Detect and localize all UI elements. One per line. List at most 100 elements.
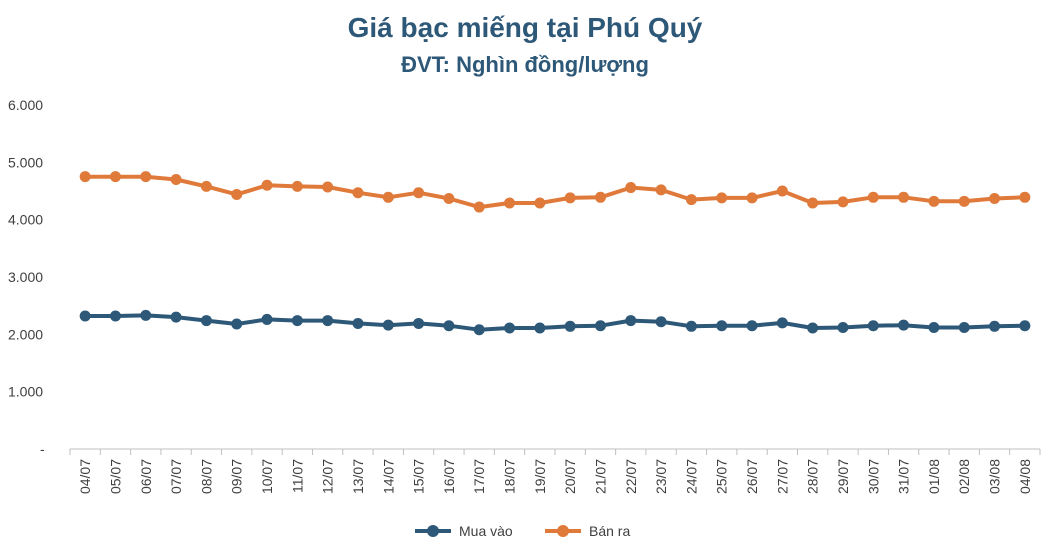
chart-title: Giá bạc miếng tại Phú Quý (347, 12, 703, 43)
data-point-series-2 (928, 195, 940, 207)
x-tick-label: 08/07 (198, 459, 214, 494)
data-point-series-2 (291, 180, 303, 192)
data-point-series-1 (867, 320, 879, 332)
x-tick-label: 23/07 (653, 459, 669, 494)
y-tick-label: - (40, 441, 45, 457)
data-point-series-2 (473, 201, 485, 213)
data-point-series-1 (746, 320, 758, 332)
data-point-series-1 (473, 324, 485, 336)
data-point-series-2 (109, 171, 121, 183)
x-tick-label: 16/07 (441, 459, 457, 494)
data-point-series-1 (989, 320, 1001, 332)
data-point-series-1 (109, 310, 121, 322)
data-point-series-1 (352, 317, 364, 329)
x-tick-label: 20/07 (562, 459, 578, 494)
x-tick-label: 14/07 (380, 459, 396, 494)
data-point-series-1 (564, 320, 576, 332)
x-tick-label: 22/07 (623, 459, 639, 494)
y-tick-label: 4.000 (8, 212, 43, 228)
data-point-series-2 (867, 191, 879, 203)
x-tick-label: 15/07 (411, 459, 427, 494)
x-tick-label: 12/07 (320, 459, 336, 494)
x-tick-label: 05/07 (107, 459, 123, 494)
data-point-series-1 (594, 320, 606, 332)
x-tick-label: 03/08 (987, 459, 1003, 494)
data-point-series-1 (534, 322, 546, 334)
chart-subtitle: ĐVT: Nghìn đồng/lượng (401, 52, 649, 77)
x-tick-label: 01/08 (926, 459, 942, 494)
data-point-series-2 (261, 179, 273, 191)
x-tick-label: 30/07 (865, 459, 881, 494)
data-point-series-2 (716, 192, 728, 204)
data-point-series-1 (655, 316, 667, 328)
data-point-series-1 (382, 319, 394, 331)
data-point-series-1 (716, 320, 728, 332)
x-tick-label: 27/07 (774, 459, 790, 494)
data-point-series-2 (504, 197, 516, 209)
x-tick-label: 26/07 (744, 459, 760, 494)
legend-marker-1 (427, 525, 439, 537)
x-tick-label: 29/07 (835, 459, 851, 494)
data-point-series-1 (1019, 320, 1031, 332)
x-tick-label: 25/07 (714, 459, 730, 494)
data-point-series-1 (776, 317, 788, 329)
data-point-series-1 (625, 315, 637, 327)
y-tick-label: 2.000 (8, 326, 43, 342)
data-point-series-1 (231, 318, 243, 330)
legend-label-2: Bán ra (589, 523, 630, 539)
x-tick-label: 21/07 (592, 459, 608, 494)
data-point-series-2 (79, 171, 91, 183)
data-point-series-2 (685, 194, 697, 206)
data-point-series-2 (625, 182, 637, 194)
x-tick-label: 02/08 (956, 459, 972, 494)
x-tick-label: 04/08 (1017, 459, 1033, 494)
data-point-series-2 (655, 184, 667, 196)
y-tick-label: 5.000 (8, 154, 43, 170)
data-point-series-2 (382, 191, 394, 203)
data-point-series-2 (746, 192, 758, 204)
data-point-series-1 (443, 320, 455, 332)
data-point-series-1 (807, 322, 819, 334)
x-tick-label: 18/07 (502, 459, 518, 494)
data-point-series-1 (837, 321, 849, 333)
legend-marker-2 (557, 525, 569, 537)
x-tick-label: 28/07 (805, 459, 821, 494)
x-tick-label: 31/07 (896, 459, 912, 494)
y-tick-label: 1.000 (8, 384, 43, 400)
x-tick-label: 07/07 (168, 459, 184, 494)
x-tick-label: 13/07 (350, 459, 366, 494)
x-tick-label: 10/07 (259, 459, 275, 494)
data-point-series-2 (594, 191, 606, 203)
data-point-series-2 (807, 197, 819, 209)
data-point-series-1 (291, 315, 303, 327)
y-tick-label: 3.000 (8, 269, 43, 285)
data-point-series-1 (898, 319, 910, 331)
x-tick-label: 19/07 (532, 459, 548, 494)
data-point-series-2 (1019, 191, 1031, 203)
data-point-series-2 (352, 187, 364, 199)
data-point-series-1 (413, 317, 425, 329)
data-point-series-2 (140, 171, 152, 183)
x-tick-label: 17/07 (471, 459, 487, 494)
y-tick-label: 6.000 (8, 97, 43, 113)
data-point-series-1 (261, 313, 273, 325)
data-point-series-2 (564, 192, 576, 204)
x-tick-label: 04/07 (77, 459, 93, 494)
series-line-2 (85, 174, 1025, 210)
x-tick-label: 24/07 (683, 459, 699, 494)
data-point-series-2 (534, 197, 546, 209)
data-point-series-1 (170, 311, 182, 323)
data-point-series-2 (898, 191, 910, 203)
data-point-series-1 (685, 320, 697, 332)
x-tick-label: 09/07 (229, 459, 245, 494)
data-point-series-2 (231, 188, 243, 200)
data-point-series-2 (958, 195, 970, 207)
data-point-series-1 (928, 321, 940, 333)
data-point-series-1 (958, 321, 970, 333)
data-point-series-1 (140, 309, 152, 321)
x-tick-label: 06/07 (138, 459, 154, 494)
data-point-series-1 (200, 315, 212, 327)
data-point-series-1 (504, 322, 516, 334)
legend-label-1: Mua vào (459, 523, 513, 539)
data-point-series-2 (170, 174, 182, 186)
